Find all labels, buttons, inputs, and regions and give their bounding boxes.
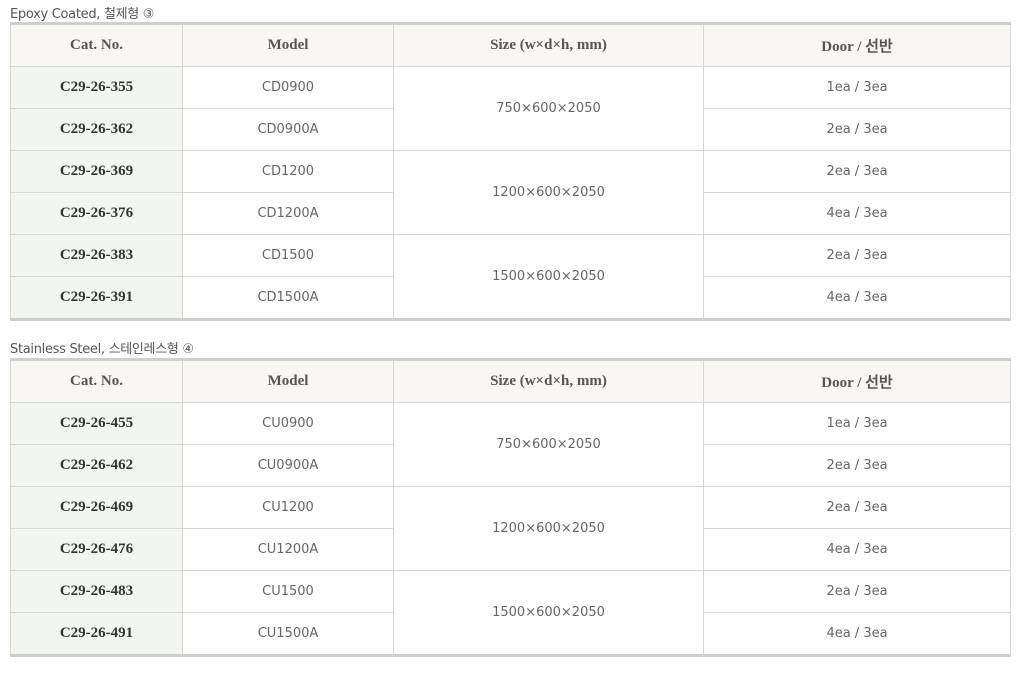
door-shelf: 1ea / 3ea (703, 402, 1011, 445)
cat-no: C29-26-355 (10, 66, 183, 109)
door-shelf: 4ea / 3ea (703, 276, 1011, 320)
model: CU1200A (182, 528, 394, 571)
header-model: Model (182, 23, 394, 67)
model: CD1500 (182, 234, 394, 277)
table-row: C29-26-369 CD1200 1200×600×2050 2ea / 3ea (10, 150, 1011, 235)
door-shelf: 2ea / 3ea (703, 570, 1011, 613)
cat-no: C29-26-491 (10, 612, 183, 656)
model: CU1200 (182, 486, 394, 529)
model: CU1500 (182, 570, 394, 613)
model: CU1500A (182, 612, 394, 656)
header-door: Door / 선반 (703, 359, 1011, 403)
table-row: C29-26-483 CU1500 1500×600×2050 2ea / 3ea (10, 570, 1011, 656)
model: CD1200A (182, 192, 394, 235)
table-row: C29-26-455 CU0900 750×600×2050 1ea / 3ea (10, 402, 1011, 487)
table-row: C29-26-376 CD1200A 4ea / 3ea (10, 192, 1011, 235)
cat-no: C29-26-483 (10, 570, 183, 613)
door-shelf: 2ea / 3ea (703, 234, 1011, 277)
header-cat: Cat. No. (10, 23, 183, 67)
door-shelf: 4ea / 3ea (703, 528, 1011, 571)
cat-no: C29-26-376 (10, 192, 183, 235)
size: 750×600×2050 (393, 66, 704, 151)
cat-no: C29-26-469 (10, 486, 183, 529)
header-size: Size (w×d×h, mm) (393, 359, 704, 403)
header-row: Cat. No. Model Size (w×d×h, mm) Door / 선반 (10, 359, 1011, 403)
cat-no: C29-26-391 (10, 276, 183, 320)
model: CU0900 (182, 402, 394, 445)
header-model: Model (182, 359, 394, 403)
door-shelf: 4ea / 3ea (703, 612, 1011, 656)
cat-no: C29-26-362 (10, 108, 183, 151)
product-table: Cat. No. Model Size (w×d×h, mm) Door / 선반 C2… (10, 358, 1011, 657)
header-size: Size (w×d×h, mm) (393, 23, 704, 67)
cat-no: C29-26-369 (10, 150, 183, 193)
section-title: Stainless Steel, 스테인레스형 ④ (10, 342, 194, 357)
door-shelf: 2ea / 3ea (703, 444, 1011, 487)
door-shelf: 2ea / 3ea (703, 486, 1011, 529)
door-shelf: 4ea / 3ea (703, 192, 1011, 235)
model: CD0900 (182, 66, 394, 109)
table-row: C29-26-391 CD1500A 4ea / 3ea (10, 276, 1011, 320)
table-row: C29-26-462 CU0900A 2ea / 3ea (10, 444, 1011, 487)
table-row: C29-26-383 CD1500 1500×600×2050 2ea / 3ea (10, 234, 1011, 320)
size: 1200×600×2050 (393, 150, 704, 235)
door-shelf: 2ea / 3ea (703, 150, 1011, 193)
table-row: C29-26-476 CU1200A 4ea / 3ea (10, 528, 1011, 571)
table-row: C29-26-469 CU1200 1200×600×2050 2ea / 3ea (10, 486, 1011, 571)
door-shelf: 2ea / 3ea (703, 108, 1011, 151)
model: CU0900A (182, 444, 394, 487)
door-shelf: 1ea / 3ea (703, 66, 1011, 109)
section-title: Epoxy Coated, 철제형 ③ (10, 7, 155, 22)
size: 1500×600×2050 (393, 570, 704, 656)
table-row: C29-26-491 CU1500A 4ea / 3ea (10, 612, 1011, 656)
cat-no: C29-26-462 (10, 444, 183, 487)
table-row: C29-26-362 CD0900A 2ea / 3ea (10, 108, 1011, 151)
model: CD0900A (182, 108, 394, 151)
header-door: Door / 선반 (703, 23, 1011, 67)
size: 1200×600×2050 (393, 486, 704, 571)
size: 750×600×2050 (393, 402, 704, 487)
cat-no: C29-26-383 (10, 234, 183, 277)
cat-no: C29-26-455 (10, 402, 183, 445)
cat-no: C29-26-476 (10, 528, 183, 571)
model: CD1500A (182, 276, 394, 320)
model: CD1200 (182, 150, 394, 193)
header-cat: Cat. No. (10, 359, 183, 403)
header-row: Cat. No. Model Size (w×d×h, mm) Door / 선반 (10, 23, 1011, 67)
product-table: Cat. No. Model Size (w×d×h, mm) Door / 선반 C2… (10, 22, 1011, 321)
table-row: C29-26-355 CD0900 750×600×2050 1ea / 3ea (10, 66, 1011, 151)
size: 1500×600×2050 (393, 234, 704, 320)
